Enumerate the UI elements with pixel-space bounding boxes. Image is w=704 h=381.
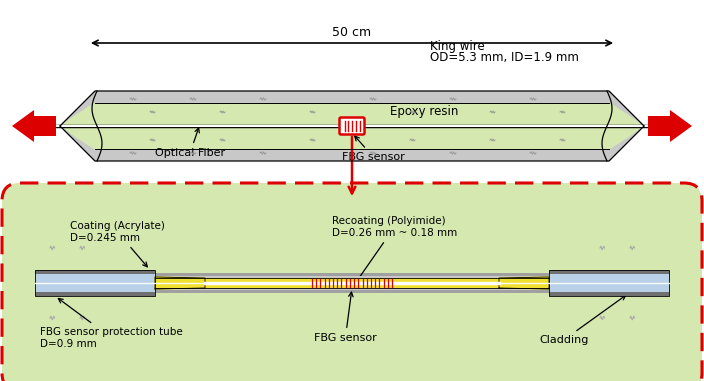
FancyBboxPatch shape [339,117,365,134]
Text: Recoating (Polyimide)
D=0.26 mm ~ 0.18 mm: Recoating (Polyimide) D=0.26 mm ~ 0.18 m… [332,216,458,285]
Polygon shape [499,277,549,289]
Bar [35,276,669,290]
Text: Epoxy resin: Epoxy resin [390,104,458,117]
Bar [35,273,669,293]
Text: Cladding: Cladding [539,295,626,345]
Bar [549,270,669,274]
Text: OD=5.3 mm, ID=1.9 mm: OD=5.3 mm, ID=1.9 mm [430,51,579,64]
Text: Optical Fiber: Optical Fiber [155,128,225,158]
Bar [95,91,609,161]
Text: Coating (Acrylate)
D=0.245 mm: Coating (Acrylate) D=0.245 mm [70,221,165,267]
Bar [35,270,155,274]
Polygon shape [155,277,205,289]
Bar [549,270,669,296]
Bar [95,103,609,149]
Polygon shape [609,103,644,149]
Bar [35,270,155,296]
Bar [35,270,155,296]
Polygon shape [60,103,95,149]
Bar [155,278,549,288]
Text: FBG sensor: FBG sensor [342,136,405,162]
FancyArrow shape [648,110,692,142]
FancyBboxPatch shape [2,183,702,381]
Bar [35,292,155,296]
Text: 50 cm: 50 cm [332,26,372,39]
Polygon shape [60,91,95,161]
Text: King wire: King wire [430,40,485,53]
Bar [549,292,669,296]
Text: FBG sensor protection tube
D=0.9 mm: FBG sensor protection tube D=0.9 mm [40,298,183,349]
Text: FBG sensor: FBG sensor [314,292,377,343]
Bar [549,270,669,296]
FancyArrow shape [12,110,56,142]
Polygon shape [609,91,644,161]
